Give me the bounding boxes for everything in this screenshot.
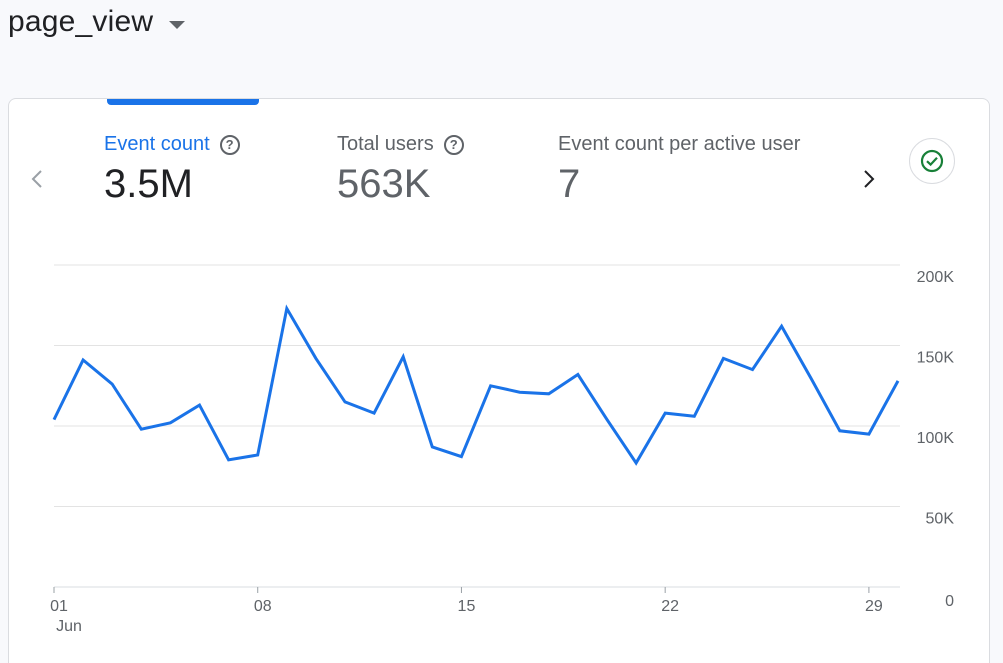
y-tick-label: 50K [926,511,955,528]
metric-label: Total users [337,133,434,155]
metric-label: Event count per active user [558,133,801,155]
help-circle-icon[interactable]: ? [219,134,240,155]
chevron-left-icon[interactable] [25,167,49,191]
page-header: page_view [8,0,186,44]
metric-event-count[interactable]: Event count ? 3.5M [104,133,240,207]
page-title: page_view [8,5,154,38]
series-line [52,304,900,466]
x-tick-label: 01 [50,598,68,615]
metric-label: Event count [104,133,210,155]
y-tick-label: 150K [917,350,955,367]
y-tick-label: 200K [917,269,955,286]
y-tick-label: 0 [945,593,954,610]
metric-event-count-per-active-user[interactable]: Event count per active user 7 [558,133,800,207]
dropdown-arrow-icon[interactable] [169,21,186,29]
x-tick-label: 15 [458,598,476,615]
x-tick-label: 08 [254,598,272,615]
metric-value: 3.5M [104,162,193,206]
metric-total-users[interactable]: Total users ? 563K [337,133,464,207]
y-tick-label: 100K [917,430,955,447]
x-tick-label: 29 [865,598,883,615]
metrics-card: Event count ? 3.5M Total users ? 563K Ev… [8,98,990,663]
metric-value: 563K [337,162,431,206]
x-tick-label: 22 [661,598,679,615]
help-circle-icon[interactable]: ? [443,134,464,155]
active-tab-indicator [107,99,259,105]
chevron-right-icon[interactable] [857,167,881,191]
check-circle-icon[interactable] [909,138,955,184]
x-tick-sublabel: Jun [56,618,82,635]
metric-value: 7 [558,162,581,206]
